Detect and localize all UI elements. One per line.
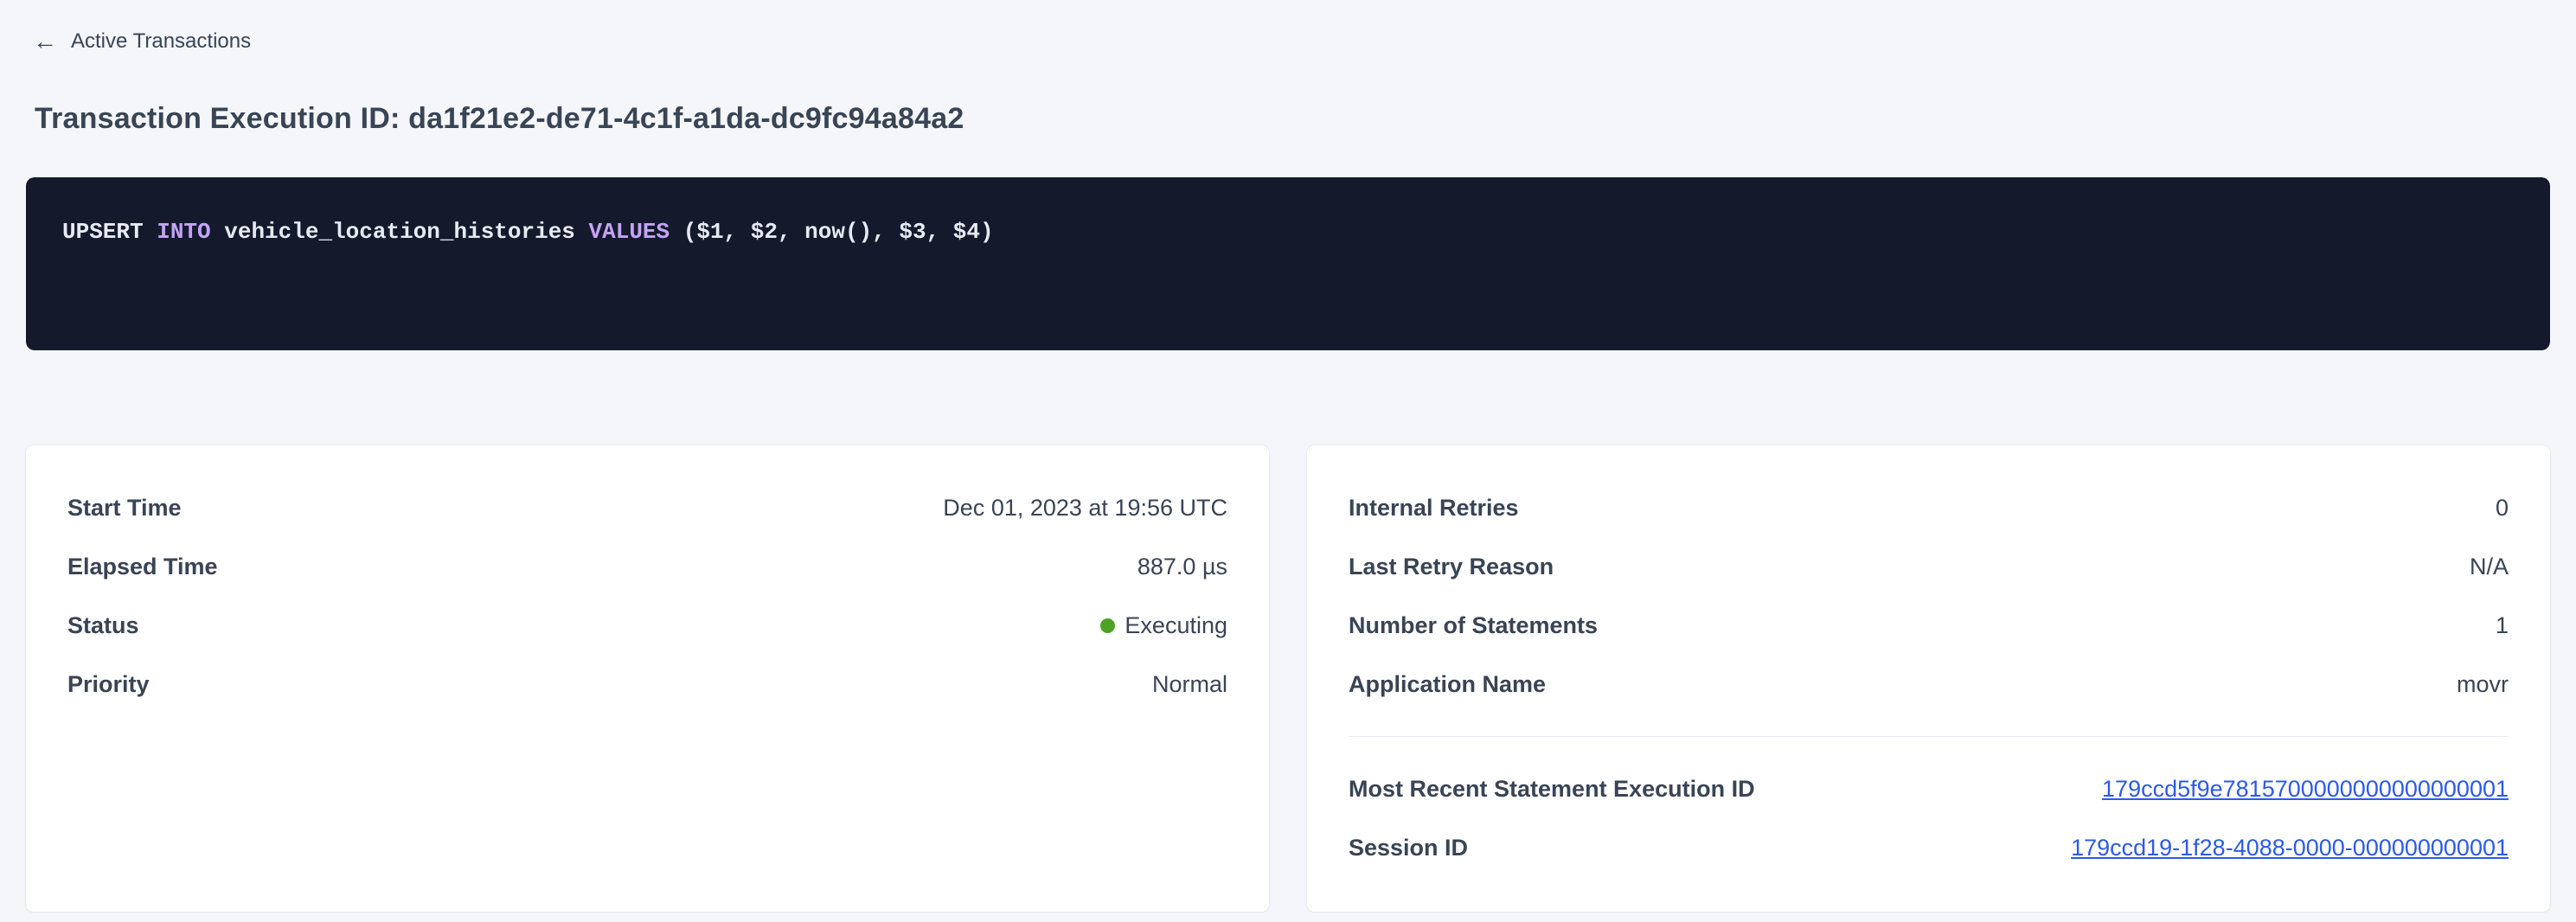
detail-cards: Start Time Dec 01, 2023 at 19:56 UTC Ela… — [26, 445, 2550, 912]
row-last-retry-reason: Last Retry Reason N/A — [1349, 537, 2509, 596]
transaction-summary-card: Start Time Dec 01, 2023 at 19:56 UTC Ela… — [26, 445, 1269, 912]
status-dot-icon — [1100, 618, 1116, 633]
status-value: Executing — [1100, 612, 1227, 639]
sql-statement-box: UPSERT INTO vehicle_location_histories V… — [26, 177, 2550, 350]
last-retry-reason-label: Last Retry Reason — [1349, 553, 1554, 579]
sql-token: UPSERT — [62, 219, 157, 245]
session-id-label: Session ID — [1349, 834, 1469, 861]
sql-statement: UPSERT INTO vehicle_location_histories V… — [62, 219, 994, 245]
sql-keyword-values: VALUES — [588, 219, 670, 245]
number-of-statements-value: 1 — [2495, 611, 2509, 638]
row-most-recent-statement-execution-id: Most Recent Statement Execution ID 179cc… — [1349, 759, 2509, 818]
start-time-value: Dec 01, 2023 at 19:56 UTC — [943, 494, 1227, 521]
elapsed-time-label: Elapsed Time — [67, 553, 218, 579]
row-priority: Priority Normal — [67, 655, 1227, 714]
priority-label: Priority — [67, 670, 150, 697]
application-name-label: Application Name — [1349, 670, 1547, 697]
most-recent-statement-execution-id-label: Most Recent Statement Execution ID — [1349, 775, 1755, 802]
arrow-left-icon: ← — [33, 28, 57, 54]
transaction-metadata-card: Internal Retries 0 Last Retry Reason N/A… — [1307, 445, 2550, 912]
last-retry-reason-value: N/A — [2469, 553, 2509, 579]
number-of-statements-label: Number of Statements — [1349, 611, 1599, 638]
start-time-label: Start Time — [67, 494, 182, 521]
back-nav-active-transactions[interactable]: ← Active Transactions — [33, 29, 251, 54]
row-start-time: Start Time Dec 01, 2023 at 19:56 UTC — [67, 478, 1227, 537]
sql-token: ($1, $2, now(), $3, $4) — [670, 219, 994, 245]
row-number-of-statements: Number of Statements 1 — [1349, 596, 2509, 655]
sql-keyword-into: INTO — [157, 219, 211, 245]
back-nav-label: Active Transactions — [71, 29, 252, 53]
internal-retries-label: Internal Retries — [1349, 494, 1519, 521]
row-application-name: Application Name movr — [1349, 655, 2509, 714]
status-label: Status — [67, 611, 139, 638]
row-internal-retries: Internal Retries 0 — [1349, 478, 2509, 537]
statement-execution-id-link[interactable]: 179ccd5f9e7815700000000000000001 — [2102, 775, 2509, 802]
session-id-link[interactable]: 179ccd19-1f28-4088-0000-000000000001 — [2071, 834, 2509, 861]
priority-value: Normal — [1151, 670, 1227, 697]
sql-token: vehicle_location_histories — [210, 219, 589, 245]
internal-retries-value: 0 — [2495, 494, 2509, 521]
row-status: Status Executing — [67, 596, 1227, 655]
row-session-id: Session ID 179ccd19-1f28-4088-0000-00000… — [1349, 818, 2509, 877]
application-name-value: movr — [2457, 670, 2509, 697]
card-divider — [1349, 736, 2509, 737]
page-title: Transaction Execution ID: da1f21e2-de71-… — [35, 102, 964, 135]
status-text: Executing — [1125, 611, 1227, 638]
elapsed-time-value: 887.0 µs — [1137, 553, 1227, 579]
row-elapsed-time: Elapsed Time 887.0 µs — [67, 537, 1227, 596]
